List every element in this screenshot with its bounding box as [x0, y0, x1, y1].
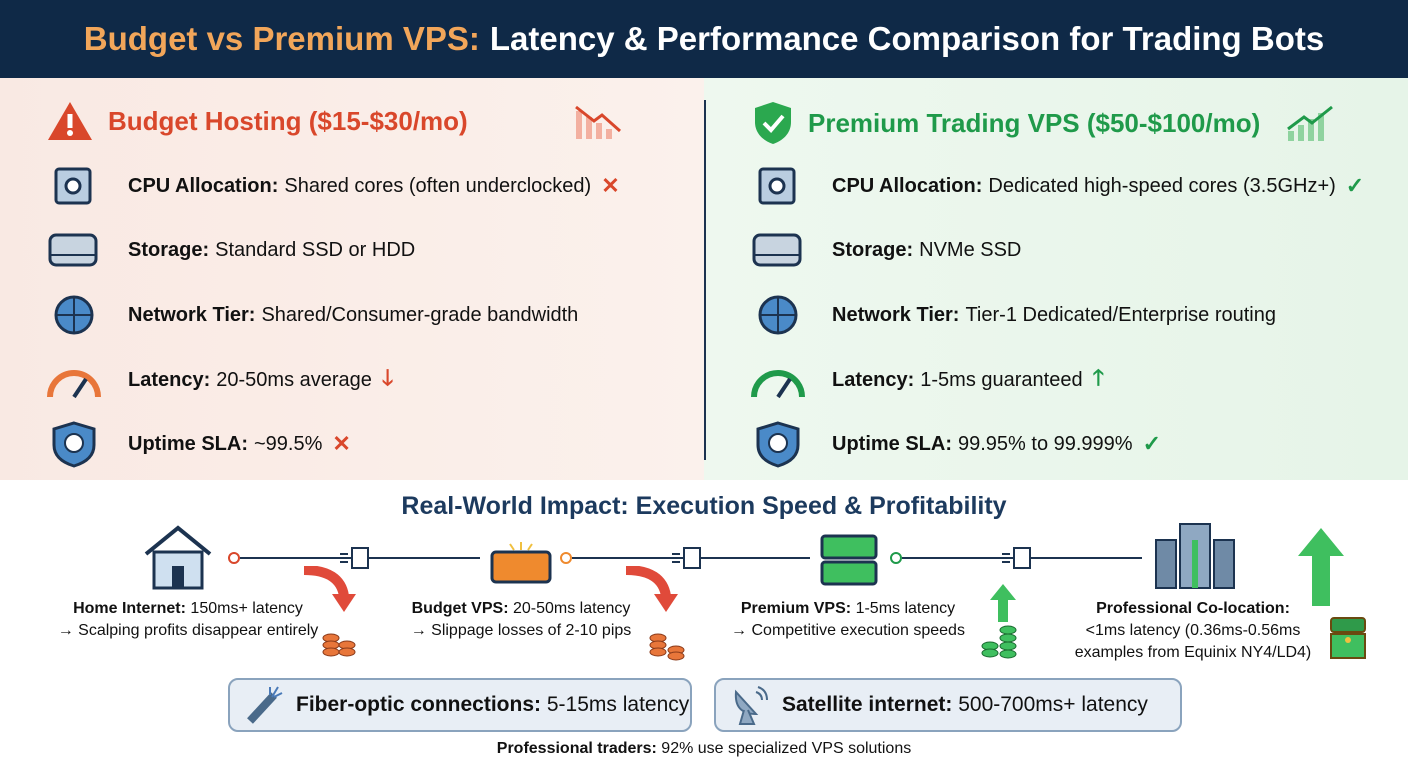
- fiber-cable-icon: [247, 686, 283, 724]
- row-label: Network Tier:: [128, 303, 256, 326]
- premium-panel: Premium Trading VPS ($50-$100/mo): [704, 78, 1408, 480]
- row-label: Uptime SLA:: [128, 432, 248, 455]
- footer-stat: Professional traders: 92% use specialize…: [496, 740, 912, 757]
- storage-icon: [48, 233, 98, 267]
- treasure-chest-icon: [1330, 617, 1366, 659]
- row-value: Dedicated high-speed cores (3.5GHz+): [988, 174, 1336, 197]
- premium-row: Storage: NVMe SSD: [748, 225, 1021, 275]
- row-value: Shared cores (often underclocked): [284, 174, 592, 197]
- document-icon: [1002, 547, 1031, 569]
- budget-row: Uptime SLA: ~99.5% ✕: [44, 419, 351, 469]
- check-mark-icon: ✓: [1142, 431, 1162, 456]
- stage-home-caption: Home Internet: 150ms+ latency → Scalping…: [57, 600, 319, 639]
- row-value: Tier-1 Dedicated/Enterprise routing: [965, 303, 1276, 326]
- satellite-box: Satellite internet: 500-700ms+ latency: [714, 678, 1182, 732]
- row-label: Storage:: [832, 238, 914, 261]
- arrow-up-green-icon: [990, 584, 1016, 622]
- fiber-box: Fiber-optic connections: 5-15ms latency: [228, 678, 692, 732]
- row-value: Shared/Consumer-grade bandwidth: [261, 303, 579, 326]
- document-icon: [340, 547, 369, 569]
- house-icon: [144, 525, 212, 590]
- budget-row: Network Tier: Shared/Consumer-grade bandw…: [44, 290, 578, 340]
- green-coins-icon: [981, 625, 1017, 659]
- premium-row: Network Tier: Tier-1 Dedicated/Enterprise…: [748, 290, 1276, 340]
- network-icon: [758, 295, 798, 335]
- storage-icon: [752, 233, 802, 267]
- budget-row: Storage: Standard SSD or HDD: [44, 225, 415, 275]
- arrow-icon: 🡓: [381, 365, 394, 390]
- chart-up-icon: [1287, 105, 1334, 141]
- flow-node: [560, 552, 572, 564]
- premium-row: CPU Allocation: Dedicated high-speed core…: [748, 161, 1364, 211]
- row-value: 99.95% to 99.999%: [958, 432, 1133, 455]
- row-label: Latency:: [128, 368, 211, 391]
- cpu-icon: [758, 167, 796, 205]
- arrow-icon: 🡑: [1092, 365, 1105, 390]
- premium-heading: Premium Trading VPS ($50-$100/mo): [752, 100, 1338, 146]
- row-value: 20-50ms average: [216, 368, 372, 391]
- stage-premium-caption: Premium VPS: 1-5ms latency → Competitive…: [731, 600, 965, 639]
- budget-row: CPU Allocation: Shared cores (often under…: [44, 161, 620, 211]
- row-value: NVMe SSD: [919, 238, 1022, 261]
- coins-icon: [322, 633, 356, 657]
- network-icon: [54, 295, 94, 335]
- arrow-down-red-icon: [303, 566, 356, 612]
- chart-down-icon: [574, 105, 621, 139]
- premium-server-icon: [820, 534, 878, 586]
- title-rest: Latency & Performance Comparison for Tra…: [489, 20, 1325, 57]
- check-mark-icon: ✓: [1345, 173, 1365, 198]
- premium-row: Uptime SLA: 99.95% to 99.999% ✓: [748, 419, 1161, 469]
- title-accent: Budget vs Premium VPS:: [83, 20, 480, 57]
- row-label: CPU Allocation:: [832, 174, 983, 197]
- x-mark-icon: ✕: [332, 431, 351, 456]
- budget-server-icon: [490, 542, 552, 584]
- arrow-up-icon: [1298, 528, 1344, 606]
- row-label: Network Tier:: [832, 303, 960, 326]
- datacenter-icon: [1155, 523, 1235, 589]
- row-value: ~99.5%: [254, 432, 323, 455]
- coins-icon: [649, 633, 685, 661]
- flow-node: [228, 552, 240, 564]
- cpu-icon: [54, 167, 92, 205]
- stage-colocation-caption: Professional Co-location: <1ms latency (…: [1074, 600, 1312, 661]
- gauge-icon: [751, 370, 805, 399]
- impact-title: Real-World Impact: Execution Speed & Pro…: [401, 492, 1007, 520]
- uptime-shield-icon: [756, 421, 800, 468]
- flow-node: [890, 552, 902, 564]
- gauge-icon: [47, 370, 101, 399]
- panel-divider: [704, 100, 706, 460]
- page-title: Budget vs Premium VPS: Latency & Perform…: [0, 0, 1408, 78]
- warning-icon: [48, 102, 92, 140]
- row-value: Standard SSD or HDD: [215, 238, 416, 261]
- row-label: Storage:: [128, 238, 210, 261]
- premium-row: Latency: 1-5ms guaranteed 🡑: [748, 355, 1104, 405]
- uptime-shield-icon: [52, 421, 96, 468]
- premium-heading-text: Premium Trading VPS ($50-$100/mo): [808, 107, 1261, 138]
- row-label: CPU Allocation:: [128, 174, 279, 197]
- arrow-down-red-icon: [625, 566, 678, 612]
- row-label: Uptime SLA:: [832, 432, 952, 455]
- document-icon: [672, 547, 701, 569]
- satellite-dish-icon: [734, 686, 768, 725]
- budget-heading: Budget Hosting ($15-$30/mo): [46, 100, 626, 142]
- x-mark-icon: ✕: [601, 173, 620, 198]
- stage-budget-caption: Budget VPS: 20-50ms latency → Slippage l…: [410, 600, 632, 639]
- row-value: 1-5ms guaranteed: [920, 368, 1083, 391]
- budget-panel: Budget Hosting ($15-$30/mo): [0, 78, 704, 480]
- budget-row: Latency: 20-50ms average 🡓: [44, 355, 393, 405]
- budget-heading-text: Budget Hosting ($15-$30/mo): [108, 105, 468, 136]
- shield-check-icon: [755, 102, 791, 144]
- row-label: Latency:: [832, 368, 915, 391]
